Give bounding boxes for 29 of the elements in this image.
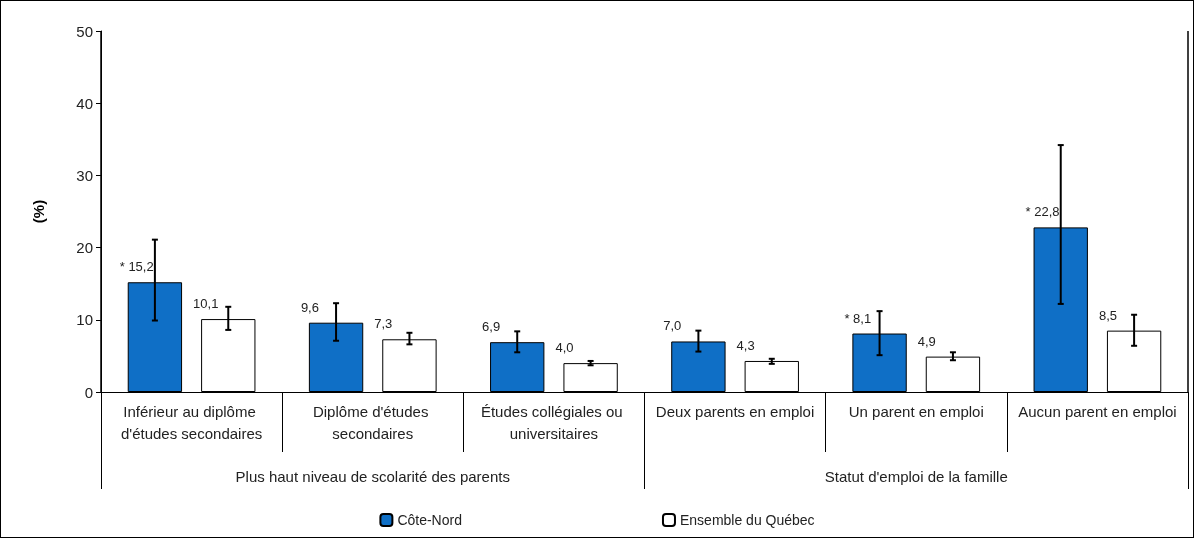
- data-label: * 8,1: [844, 310, 872, 326]
- y-tick-label: 20: [76, 239, 93, 257]
- x-tick-label: Un parent en emploi: [848, 402, 984, 420]
- y-axis-title: (%): [30, 199, 47, 224]
- legend-label: Côte-Nord: [397, 512, 462, 528]
- y-tick-label: 40: [76, 94, 93, 112]
- data-label: 4,0: [555, 340, 574, 356]
- y-tick-label: 0: [84, 383, 93, 401]
- x-tick-label: Deux parents en emploi: [655, 402, 815, 420]
- x-tick-label: Diplôme d'études secondaires: [312, 402, 433, 442]
- y-tick-label: 10: [76, 311, 93, 329]
- x-tick-label: Inférieur au diplôme d'études secondaires: [120, 402, 263, 442]
- data-label: 7,0: [663, 318, 682, 334]
- data-label: 6,9: [482, 319, 501, 335]
- data-label: * 15,2: [119, 259, 154, 275]
- data-label: * 22,8: [1025, 204, 1060, 220]
- data-label: 4,9: [917, 333, 936, 349]
- data-label: 8,5: [1098, 307, 1118, 323]
- data-label: 10,1: [193, 296, 219, 312]
- y-tick-label: 30: [76, 166, 93, 184]
- data-label: 7,3: [374, 316, 393, 332]
- text: Plus haut niveau de scolarité des parents: [235, 468, 510, 485]
- text: Statut d'emploi de la famille: [824, 468, 1008, 485]
- data-label: 4,3: [736, 337, 755, 353]
- x-tick-label: Aucun parent en emploi: [1018, 402, 1177, 420]
- data-label: 9,6: [300, 299, 319, 315]
- y-tick-label: 50: [76, 22, 93, 40]
- x-tick-label: Études collégiales ou universitaires: [480, 402, 627, 442]
- legend-label: Ensemble du Québec: [679, 512, 815, 528]
